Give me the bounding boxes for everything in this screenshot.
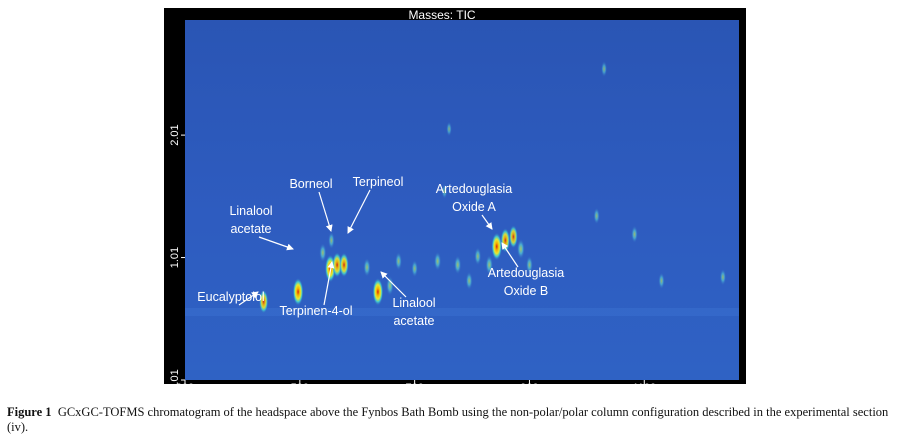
peak-0 — [259, 289, 269, 314]
x-tick-label-1: 500 — [291, 382, 309, 394]
peak-1 — [292, 277, 304, 306]
annotation-arrow-3 — [347, 189, 371, 234]
peak-23 — [631, 225, 638, 244]
annotation-label-5-line-0: Linalool — [392, 296, 435, 310]
x-tick-label-2: 700 — [405, 382, 423, 394]
caption-label: Figure 1 — [7, 405, 52, 419]
peak-10 — [395, 252, 403, 271]
annotation-arrow-7 — [501, 242, 519, 268]
figure-caption: Figure 1 GCxGC-TOFMS chromatogram of the… — [7, 405, 907, 435]
annotation-label-5-line-1: acetate — [393, 314, 434, 328]
annotation-arrow-5 — [380, 271, 407, 298]
peak-13 — [454, 255, 462, 275]
x-tick-label-0: 300 — [176, 382, 194, 394]
peak-12 — [433, 251, 442, 271]
peak-22 — [593, 207, 600, 225]
peak-3 — [332, 252, 343, 278]
peak-24 — [658, 272, 665, 290]
baseline-streak — [185, 308, 739, 316]
annotation-label-1-line-1: acetate — [230, 222, 271, 236]
annotation-arrow-2 — [318, 191, 333, 232]
y-tick-label-1: 1.01 — [169, 247, 181, 268]
peak-5 — [319, 243, 327, 263]
peak-28 — [446, 121, 452, 137]
annotation-label-6-line-0: Artedouglasia — [436, 182, 512, 196]
annotation-label-0-line-0: Eucalyptolol — [197, 290, 264, 304]
annotation-label-2-line-0: Borneol — [289, 177, 332, 191]
y-tick-label-2: 2.01 — [169, 124, 181, 145]
caption-text: GCxGC-TOFMS chromatogram of the headspac… — [7, 405, 889, 434]
annotation-arrow-0 — [238, 291, 259, 306]
annotation-label-7-line-1: Oxide B — [504, 284, 548, 298]
peak-15 — [474, 247, 482, 266]
peak-19 — [508, 225, 518, 249]
annotation-label-3-line-0: Terpineol — [353, 175, 404, 189]
annotation-label-7-line-0: Artedouglasia — [488, 266, 564, 280]
peak-20 — [516, 238, 525, 260]
chromatogram-chart: Masses: TIC 300 500 700 900 1100 0.01 1.01 2.01 E… — [164, 8, 746, 394]
peak-11 — [411, 259, 418, 278]
y-tick-label-0: 0.01 — [169, 369, 181, 390]
peak-21 — [525, 255, 533, 275]
peak-8 — [372, 277, 384, 306]
annotation-arrow-4 — [323, 261, 335, 306]
peak-7 — [363, 257, 371, 277]
annotation-label-6-line-1: Oxide A — [452, 200, 496, 214]
peak-9 — [386, 275, 394, 296]
annotation-label-1-line-0: Linalool — [229, 204, 272, 218]
annotation-arrow-1 — [258, 236, 294, 251]
plot-area — [185, 20, 739, 380]
peak-26 — [601, 60, 608, 77]
peak-14 — [465, 271, 473, 291]
x-tick-label-4: 1100 — [632, 382, 656, 394]
annotation-arrow-6 — [481, 214, 493, 230]
peak-17 — [491, 232, 503, 261]
peak-16 — [485, 254, 494, 275]
peak-25 — [719, 268, 727, 286]
chart-title: Masses: TIC — [408, 8, 475, 22]
x-tick-label-3: 900 — [520, 382, 538, 394]
peak-6 — [328, 231, 335, 250]
peak-27 — [441, 183, 448, 200]
annotation-label-4-line-0: Terpinen-4-ol — [280, 304, 353, 318]
peak-4 — [339, 252, 349, 278]
